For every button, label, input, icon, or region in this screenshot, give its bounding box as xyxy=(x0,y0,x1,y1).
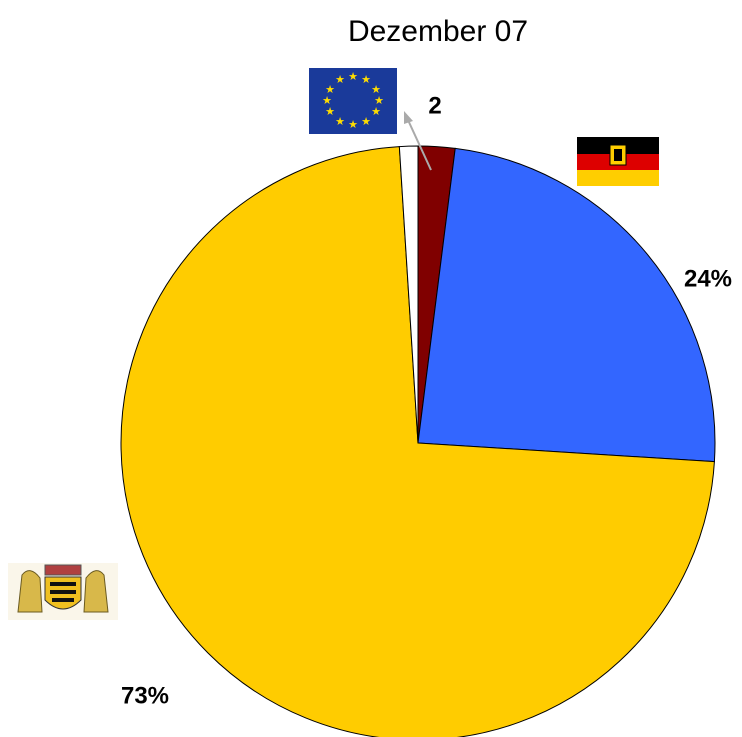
callout-arrow xyxy=(404,111,432,171)
svg-text:★: ★ xyxy=(325,106,335,118)
svg-text:★: ★ xyxy=(335,116,345,128)
svg-text:★: ★ xyxy=(348,119,358,131)
data-label: 73% xyxy=(121,682,169,709)
svg-text:★: ★ xyxy=(361,74,371,86)
german-flag xyxy=(577,137,659,186)
data-label: 2 xyxy=(428,92,441,119)
svg-text:★: ★ xyxy=(371,84,381,96)
svg-text:★: ★ xyxy=(361,116,371,128)
svg-text:★: ★ xyxy=(335,74,345,86)
bw-coat-of-arms xyxy=(8,563,118,620)
pie xyxy=(120,145,716,737)
data-label: 24% xyxy=(684,265,732,292)
svg-text:★: ★ xyxy=(371,106,381,118)
pie-slice xyxy=(398,145,419,444)
chart-title: Dezember 07 xyxy=(348,15,528,48)
svg-text:★: ★ xyxy=(322,95,332,107)
eu-flag: ★ ★★ ★★★ ★★★ ★★★ xyxy=(309,68,397,134)
pie-slice xyxy=(417,147,716,463)
svg-text:★: ★ xyxy=(325,84,335,96)
svg-text:★: ★ xyxy=(348,71,358,83)
svg-text:★: ★ xyxy=(374,95,384,107)
